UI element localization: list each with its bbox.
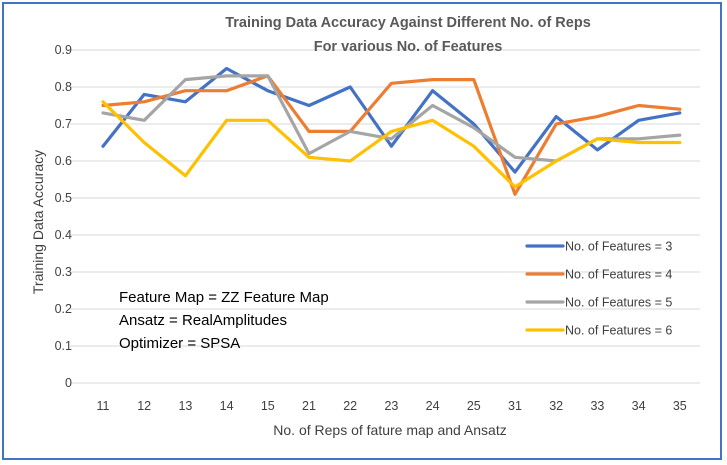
x-tick-labels: 11 12 13 14 15 21 22 23 24 25 31 32 33 34 35 xyxy=(97,399,687,413)
chart-title-line-2: For various No. of Features xyxy=(314,39,503,55)
x-tick-label: 11 xyxy=(97,399,110,413)
x-tick-label: 14 xyxy=(220,399,234,413)
legend-label: No. of Features = 3 xyxy=(565,240,672,254)
legend: No. of Features = 3 No. of Features = 4 No… xyxy=(525,240,672,338)
x-tick-label: 25 xyxy=(467,399,481,413)
y-tick-label: 0.8 xyxy=(55,80,72,94)
chart-frame xyxy=(2,2,722,460)
y-tick-label: 0.9 xyxy=(55,43,72,57)
y-tick-label: 0.7 xyxy=(55,117,72,131)
series-lines xyxy=(101,66,682,196)
x-tick-label: 31 xyxy=(508,399,522,413)
gridlines xyxy=(70,49,700,384)
y-tick-label: 0.3 xyxy=(55,265,72,279)
x-tick-label: 13 xyxy=(178,399,192,413)
annotation-optimizer: Optimizer = SPSA xyxy=(119,335,240,352)
x-tick-label: 33 xyxy=(590,399,604,413)
chart-title-line-1: Training Data Accuracy Against Different… xyxy=(225,15,591,31)
x-axis-label: No. of Reps of fature map and Ansatz xyxy=(273,422,506,438)
legend-label: No. of Features = 5 xyxy=(565,296,672,310)
x-tick-label: 23 xyxy=(384,399,398,413)
annotation-feature-map: Feature Map = ZZ Feature Map xyxy=(119,289,329,306)
annotation-box: Feature Map = ZZ Feature Map Ansatz = Re… xyxy=(119,289,329,352)
y-tick-label: 0.5 xyxy=(55,191,72,205)
x-tick-label: 24 xyxy=(426,399,440,413)
series-line-4 xyxy=(101,100,682,189)
y-tick-label: 0.6 xyxy=(55,154,72,168)
y-axis-label: Training Data Accuracy xyxy=(30,150,46,294)
y-tick-label: 0.4 xyxy=(55,228,72,242)
y-tick-label: 0.1 xyxy=(55,339,72,353)
y-tick-labels: 0 0.1 0.2 0.3 0.4 0.5 0.6 0.7 0.8 0.9 xyxy=(55,43,72,390)
x-tick-label: 32 xyxy=(549,399,563,413)
x-tick-label: 35 xyxy=(673,399,687,413)
y-tick-label: 0 xyxy=(65,376,72,390)
y-tick-label: 0.2 xyxy=(55,302,72,316)
legend-label: No. of Features = 4 xyxy=(565,268,672,282)
x-tick-label: 34 xyxy=(632,399,646,413)
x-tick-label: 21 xyxy=(302,399,316,413)
x-tick-label: 12 xyxy=(137,399,151,413)
series-line-2 xyxy=(101,74,682,196)
x-tick-label: 15 xyxy=(261,399,275,413)
annotation-ansatz: Ansatz = RealAmplitudes xyxy=(119,312,287,329)
x-tick-label: 22 xyxy=(343,399,357,413)
legend-label: No. of Features = 6 xyxy=(565,324,672,338)
